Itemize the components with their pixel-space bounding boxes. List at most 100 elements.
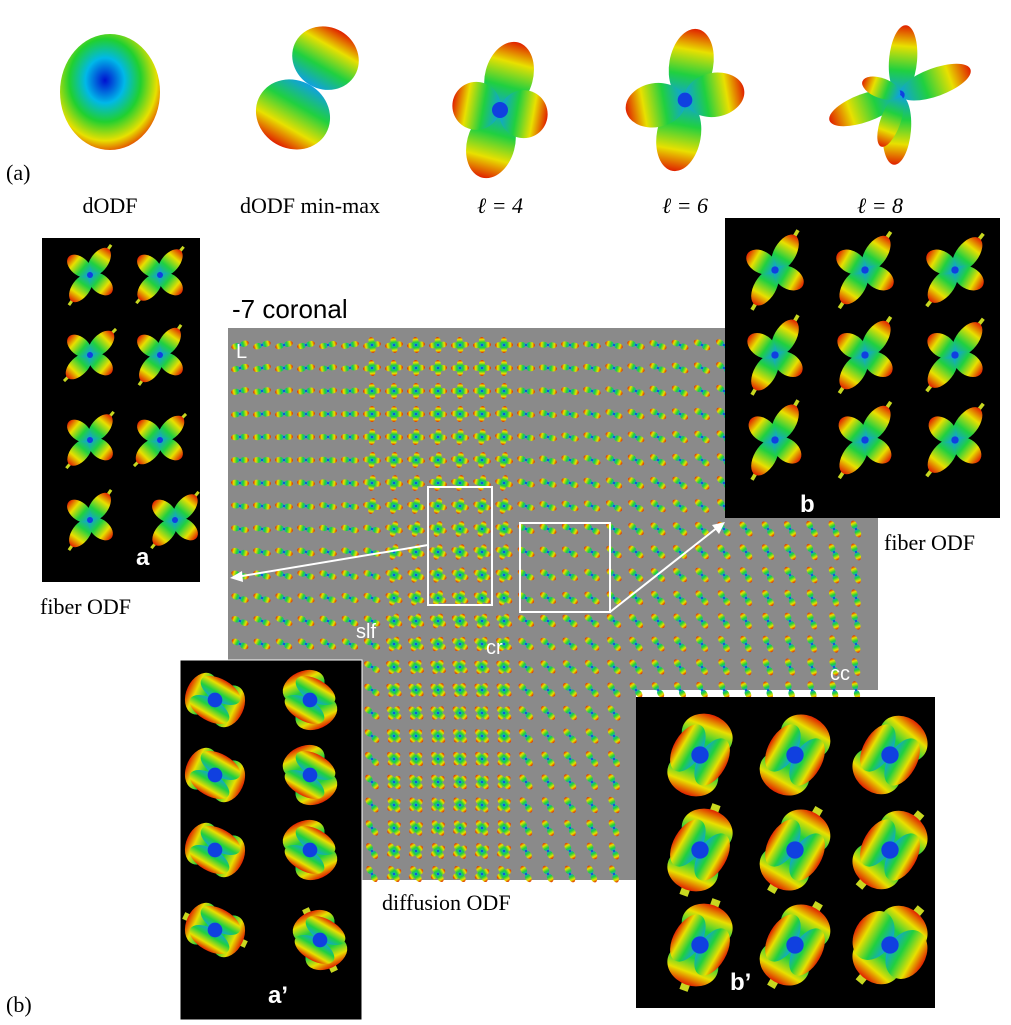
lobe — [546, 873, 554, 883]
lobe — [369, 452, 376, 461]
center — [547, 459, 549, 461]
lobe — [456, 337, 463, 346]
center — [855, 528, 857, 530]
lobe — [349, 526, 359, 534]
center — [547, 666, 549, 668]
lobe — [502, 660, 510, 668]
lobe — [239, 387, 249, 394]
lobe — [305, 596, 315, 603]
center — [745, 620, 747, 622]
lobe — [627, 477, 637, 485]
lobe — [459, 799, 467, 806]
lobe — [453, 781, 461, 789]
center — [393, 505, 395, 507]
lobe — [498, 620, 506, 629]
lobe — [458, 567, 465, 576]
lobe — [542, 842, 550, 852]
center — [569, 712, 571, 714]
lobe — [788, 666, 795, 676]
lobe — [476, 666, 484, 674]
lobe — [327, 341, 337, 348]
lobe — [455, 528, 462, 537]
lobe — [696, 681, 704, 691]
lobe — [341, 411, 351, 418]
lobe — [459, 781, 467, 790]
center — [635, 620, 637, 622]
lobe — [457, 452, 464, 461]
lobe — [788, 597, 796, 607]
center — [547, 689, 549, 691]
lobe — [239, 619, 249, 627]
lobe — [481, 822, 489, 830]
lobe — [152, 518, 178, 546]
lobe — [700, 666, 708, 675]
lobe — [788, 574, 796, 584]
lobe — [649, 340, 659, 347]
center — [393, 344, 395, 346]
lobe — [607, 705, 615, 714]
center — [415, 735, 417, 737]
lobe — [390, 383, 397, 392]
center — [613, 827, 615, 829]
lobe — [457, 429, 464, 438]
center — [371, 436, 373, 438]
lobe — [275, 547, 285, 554]
center — [547, 344, 549, 346]
lobe — [239, 596, 249, 603]
lobe — [501, 429, 508, 438]
lobe — [569, 596, 578, 605]
center — [503, 781, 505, 783]
center — [459, 850, 461, 852]
lobe — [854, 551, 862, 561]
center — [833, 620, 835, 622]
center — [723, 482, 725, 484]
lobe — [389, 597, 396, 606]
orientation: L — [236, 341, 247, 363]
center — [393, 781, 395, 783]
center — [767, 528, 769, 530]
lobe — [415, 712, 424, 720]
lobe — [851, 658, 858, 668]
center — [525, 413, 527, 415]
lobe — [481, 689, 490, 697]
center — [811, 689, 813, 691]
lobe — [390, 413, 397, 422]
lobe — [305, 915, 346, 946]
lobe — [391, 475, 398, 484]
lobe — [672, 453, 681, 461]
lobe — [253, 638, 263, 646]
lobe — [451, 592, 461, 600]
lobe — [520, 843, 528, 852]
center — [327, 643, 329, 645]
center — [415, 689, 417, 691]
lobe — [392, 659, 400, 668]
lobe — [503, 481, 513, 488]
lobe — [415, 868, 424, 876]
center — [657, 390, 659, 392]
lobe — [341, 342, 351, 349]
lobe — [657, 458, 666, 466]
center — [305, 528, 307, 530]
lobe — [408, 706, 417, 714]
center — [261, 344, 263, 346]
lobe — [385, 570, 395, 577]
lobe — [701, 528, 710, 536]
lobe — [716, 476, 725, 484]
lobe — [327, 526, 337, 534]
lobe — [564, 842, 572, 852]
center — [547, 413, 549, 415]
lobe — [539, 478, 549, 485]
lobe — [496, 706, 505, 714]
lobe — [807, 681, 814, 691]
lobe — [715, 339, 725, 347]
lobe — [503, 596, 513, 604]
center — [503, 367, 505, 369]
lobe — [368, 360, 375, 369]
lobe — [292, 26, 359, 90]
lobe — [391, 429, 398, 438]
center — [591, 551, 593, 553]
center — [613, 367, 615, 369]
lobe — [434, 436, 441, 445]
center — [855, 574, 857, 576]
lobe — [231, 525, 241, 532]
